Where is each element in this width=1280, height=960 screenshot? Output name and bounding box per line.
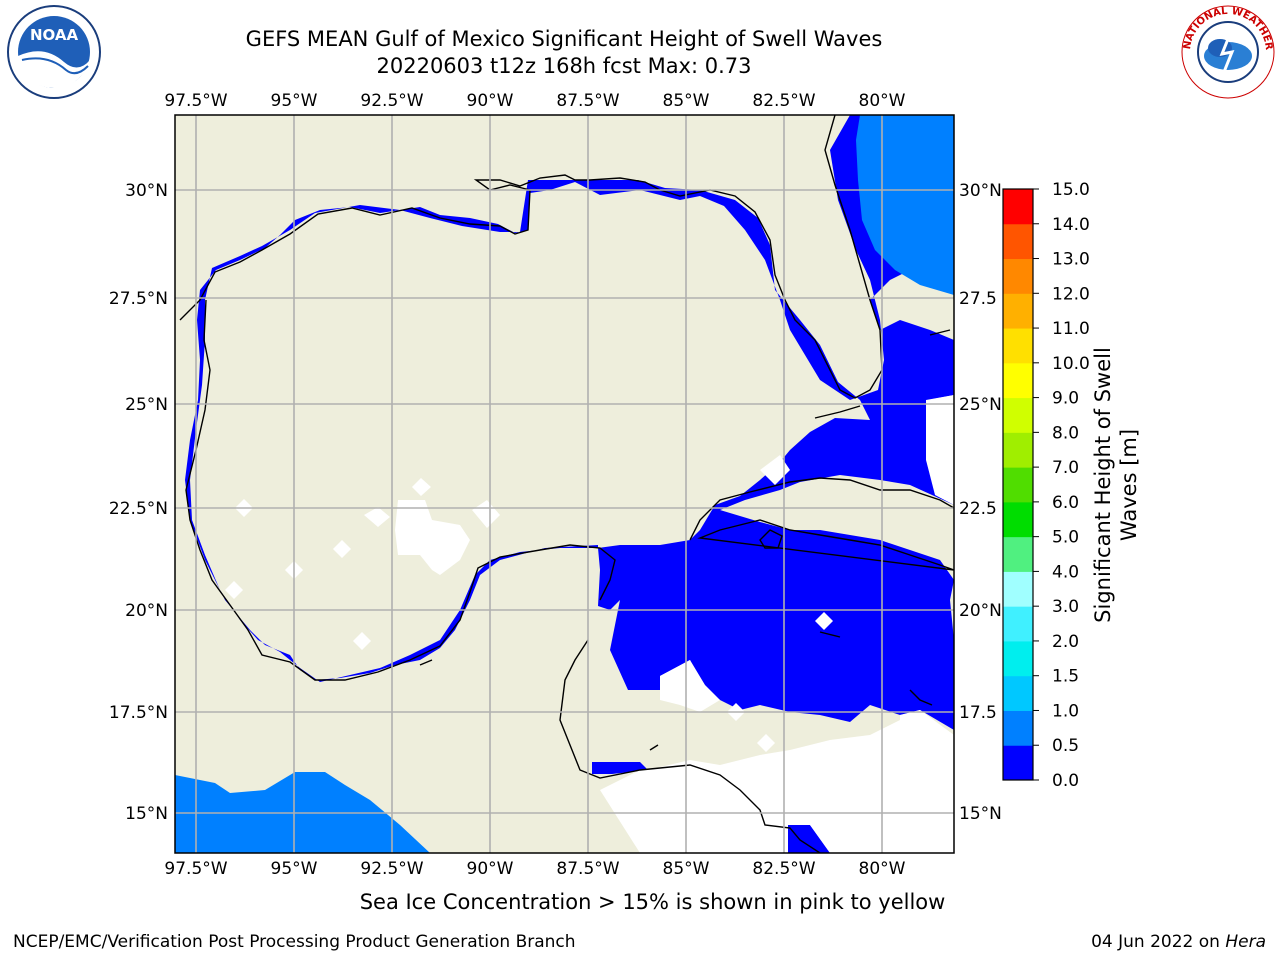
colorbar-tick-label: 11.0: [1052, 319, 1090, 339]
title-line-1: GEFS MEAN Gulf of Mexico Significant Hei…: [245, 27, 883, 51]
lat-label-right: 22.5: [959, 499, 997, 519]
lon-label-bottom: 95°W: [271, 859, 318, 879]
lon-labels-bottom: 97.5°W 95°W 92.5°W 90°W 87.5°W 85°W 82.5…: [164, 859, 905, 879]
lon-label-top: 92.5°W: [360, 91, 423, 111]
colorbar-segment: [1003, 536, 1033, 572]
colorbar-tick-label: 13.0: [1052, 250, 1090, 270]
colorbar-tick-label: 6.0: [1052, 493, 1079, 513]
lat-label-right: 17.5: [959, 703, 997, 723]
lat-label-left: 20°N: [125, 601, 168, 621]
colorbar-label-line-2: Waves [m]: [1117, 428, 1141, 542]
map-frame: [174, 114, 955, 854]
lon-label-top: 87.5°W: [556, 91, 619, 111]
lon-label-top: 90°W: [467, 91, 514, 111]
lat-labels-right: 30°N 27.5 25°N 22.5 20°N 17.5 15°N: [959, 181, 1002, 824]
footer-date-text: 04 Jun 2022 on: [1091, 932, 1220, 952]
sea-ice-note: Sea Ice Concentration > 15% is shown in …: [359, 890, 946, 914]
atlantic-swell-field: [856, 115, 954, 295]
lon-label-top: 97.5°W: [164, 91, 227, 111]
noaa-logo: NOAA: [7, 5, 101, 99]
colorbar-segment: [1003, 606, 1033, 642]
lon-label-bottom: 80°W: [859, 859, 906, 879]
lon-label-bottom: 82.5°W: [752, 859, 815, 879]
colorbar-segment: [1003, 397, 1033, 433]
gulf-swell-field: [185, 115, 954, 730]
lat-label-left: 30°N: [125, 181, 168, 201]
lat-label-right: 15°N: [959, 804, 1002, 824]
lat-label-right: 30°N: [959, 181, 1002, 201]
lon-label-bottom: 87.5°W: [556, 859, 619, 879]
colorbar-segment: [1003, 745, 1033, 781]
footer-credit: NCEP/EMC/Verification Post Processing Pr…: [13, 932, 576, 952]
lon-label-top: 82.5°W: [752, 91, 815, 111]
colorbar-segment: [1003, 432, 1033, 468]
colorbar-segment: [1003, 571, 1033, 607]
colorbar-tick-label: 3.0: [1052, 597, 1079, 617]
lat-label-left: 15°N: [125, 804, 168, 824]
lat-label-left: 17.5°N: [109, 703, 168, 723]
gridlines: [175, 115, 954, 853]
lon-label-bottom: 90°W: [467, 859, 514, 879]
lon-labels-top: 97.5°W 95°W 92.5°W 90°W 87.5°W 85°W 82.5…: [164, 91, 905, 111]
colorbar-frame: [1002, 188, 1034, 781]
colorbar: 0.0 0.5 1.0 1.5 2.0 3.0 4.0 5.0 6.0 7.0 8.0 9.0 10.0…: [1002, 180, 1090, 791]
chart-title: GEFS MEAN Gulf of Mexico Significant Hei…: [214, 26, 914, 80]
colorbar-tick-label: 2.0: [1052, 632, 1079, 652]
colorbar-tick-label: 0.5: [1052, 736, 1079, 756]
lon-label-bottom: 85°W: [663, 859, 710, 879]
lat-label-right: 20°N: [959, 601, 1002, 621]
colorbar-segment: [1003, 362, 1033, 399]
colorbar-segment: [1003, 293, 1033, 329]
lat-label-left: 25°N: [125, 395, 168, 415]
colorbar-segment: [1003, 189, 1033, 225]
footer-machine: Hera: [1225, 932, 1266, 952]
colorbar-tick-label: 0.0: [1052, 771, 1079, 791]
title-line-2: 20220603 t12z 168h fcst Max: 0.73: [376, 54, 752, 78]
noaa-logo-text: NOAA: [30, 26, 79, 44]
colorbar-tick-label: 12.0: [1052, 284, 1090, 304]
colorbar-label-line-1: Significant Height of Swell: [1091, 347, 1115, 623]
colorbar-segment: [1003, 467, 1033, 503]
colorbar-tick-label: 14.0: [1052, 215, 1090, 235]
lon-label-bottom: 97.5°W: [164, 859, 227, 879]
colorbar-segment: [1003, 501, 1033, 538]
coastlines: [179, 115, 954, 853]
colorbar-tick-label: 9.0: [1052, 389, 1079, 409]
lat-labels-left: 30°N 27.5°N 25°N 22.5°N 20°N 17.5°N 15°N: [109, 181, 168, 824]
colorbar-segment: [1003, 328, 1033, 364]
colorbar-segment: [1003, 675, 1033, 711]
lon-label-top: 95°W: [271, 91, 318, 111]
colorbar-tick-label: 1.0: [1052, 701, 1079, 721]
colorbar-segment: [1003, 710, 1033, 746]
colorbar-tick-label: 5.0: [1052, 528, 1079, 548]
colorbar-tick-label: 4.0: [1052, 562, 1079, 582]
nws-logo: NATIONAL WEATHER SERVICE: [1178, 4, 1275, 99]
colorbar-tick-label: 15.0: [1052, 180, 1090, 200]
colorbar-segment: [1003, 258, 1033, 294]
colorbar-tick-label: 7.0: [1052, 458, 1079, 478]
colorbar-tick-label: 8.0: [1052, 423, 1079, 443]
no-data-patches: [225, 395, 954, 853]
colorbar-label: Significant Height of Swell Waves [m]: [1090, 325, 1142, 645]
lat-label-left: 27.5°N: [109, 289, 168, 309]
colorbar-tick-label: 1.5: [1052, 667, 1079, 687]
lon-label-top: 80°W: [859, 91, 906, 111]
lat-label-left: 22.5°N: [109, 499, 168, 519]
lon-label-top: 85°W: [663, 91, 710, 111]
lat-label-right: 25°N: [959, 395, 1002, 415]
lat-label-right: 27.5: [959, 289, 997, 309]
map-area: [175, 115, 954, 853]
colorbar-segment: [1003, 640, 1033, 677]
footer-date: 04 Jun 2022 on Hera: [1091, 932, 1266, 952]
colorbar-tick-label: 10.0: [1052, 354, 1090, 374]
caribbean-swell-patch: [788, 825, 830, 853]
lon-label-bottom: 92.5°W: [360, 859, 423, 879]
colorbar-segment: [1003, 223, 1033, 260]
